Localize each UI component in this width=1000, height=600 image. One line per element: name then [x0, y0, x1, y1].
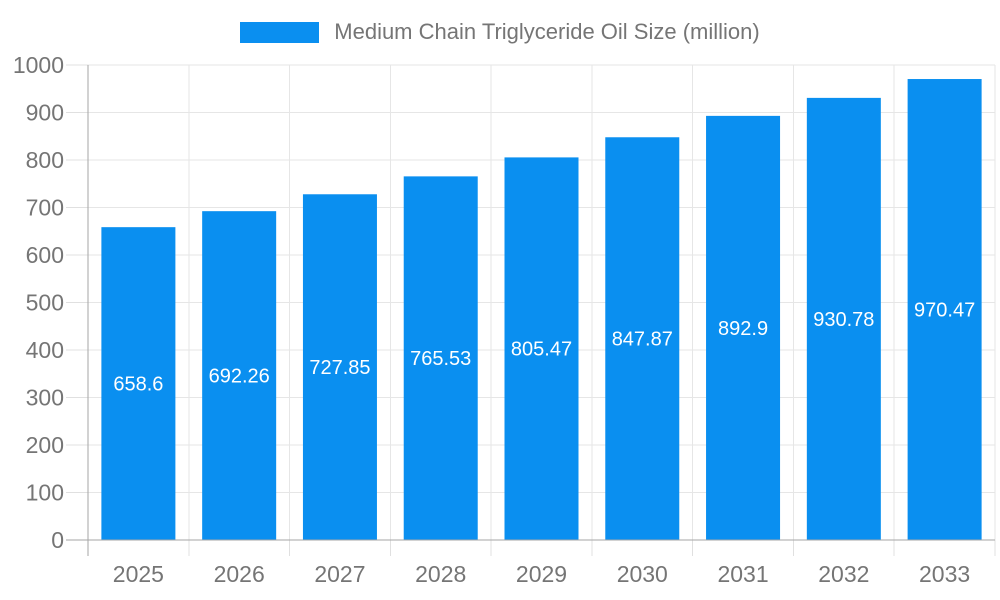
bar [806, 97, 881, 540]
bar-value-label: 892.9 [718, 318, 768, 340]
bar-value-label: 970.47 [914, 300, 975, 322]
x-tick-label: 2028 [415, 561, 466, 587]
bar [605, 137, 680, 540]
x-tick-label: 2027 [314, 561, 365, 587]
bar [403, 176, 478, 541]
x-tick-label: 2032 [818, 561, 869, 587]
bar-value-label: 658.6 [113, 374, 163, 396]
y-tick-label: 600 [26, 242, 64, 268]
legend[interactable]: Medium Chain Triglyceride Oil Size (mill… [0, 19, 1000, 44]
y-tick-label: 300 [26, 385, 64, 411]
bar-value-label: 805.47 [511, 339, 572, 361]
legend-label: Medium Chain Triglyceride Oil Size (mill… [334, 19, 760, 44]
bar [101, 227, 176, 541]
x-tick-label: 2029 [516, 561, 567, 587]
y-tick-label: 1000 [13, 52, 64, 78]
y-tick-label: 200 [26, 432, 64, 458]
bar-value-label: 847.87 [612, 329, 673, 351]
bar-value-label: 765.53 [410, 348, 471, 370]
legend-swatch [240, 21, 320, 43]
bar-value-label: 692.26 [209, 366, 270, 388]
bar [504, 157, 579, 541]
y-tick-label: 700 [26, 195, 64, 221]
y-tick-label: 0 [51, 527, 64, 553]
x-tick-label: 2025 [113, 561, 164, 587]
y-tick-label: 900 [26, 100, 64, 126]
x-tick-label: 2033 [919, 561, 970, 587]
x-tick-label: 2030 [617, 561, 668, 587]
y-tick-label: 500 [26, 290, 64, 316]
x-tick-label: 2031 [717, 561, 768, 587]
bar [706, 115, 781, 540]
y-tick-label: 100 [26, 480, 64, 506]
bar [907, 79, 982, 541]
bar [202, 211, 277, 540]
y-tick-label: 400 [26, 337, 64, 363]
y-tick-label: 800 [26, 147, 64, 173]
x-tick-label: 2026 [214, 561, 265, 587]
bar-value-label: 727.85 [309, 357, 370, 379]
bar-value-label: 930.78 [813, 309, 874, 331]
bar [302, 194, 377, 541]
